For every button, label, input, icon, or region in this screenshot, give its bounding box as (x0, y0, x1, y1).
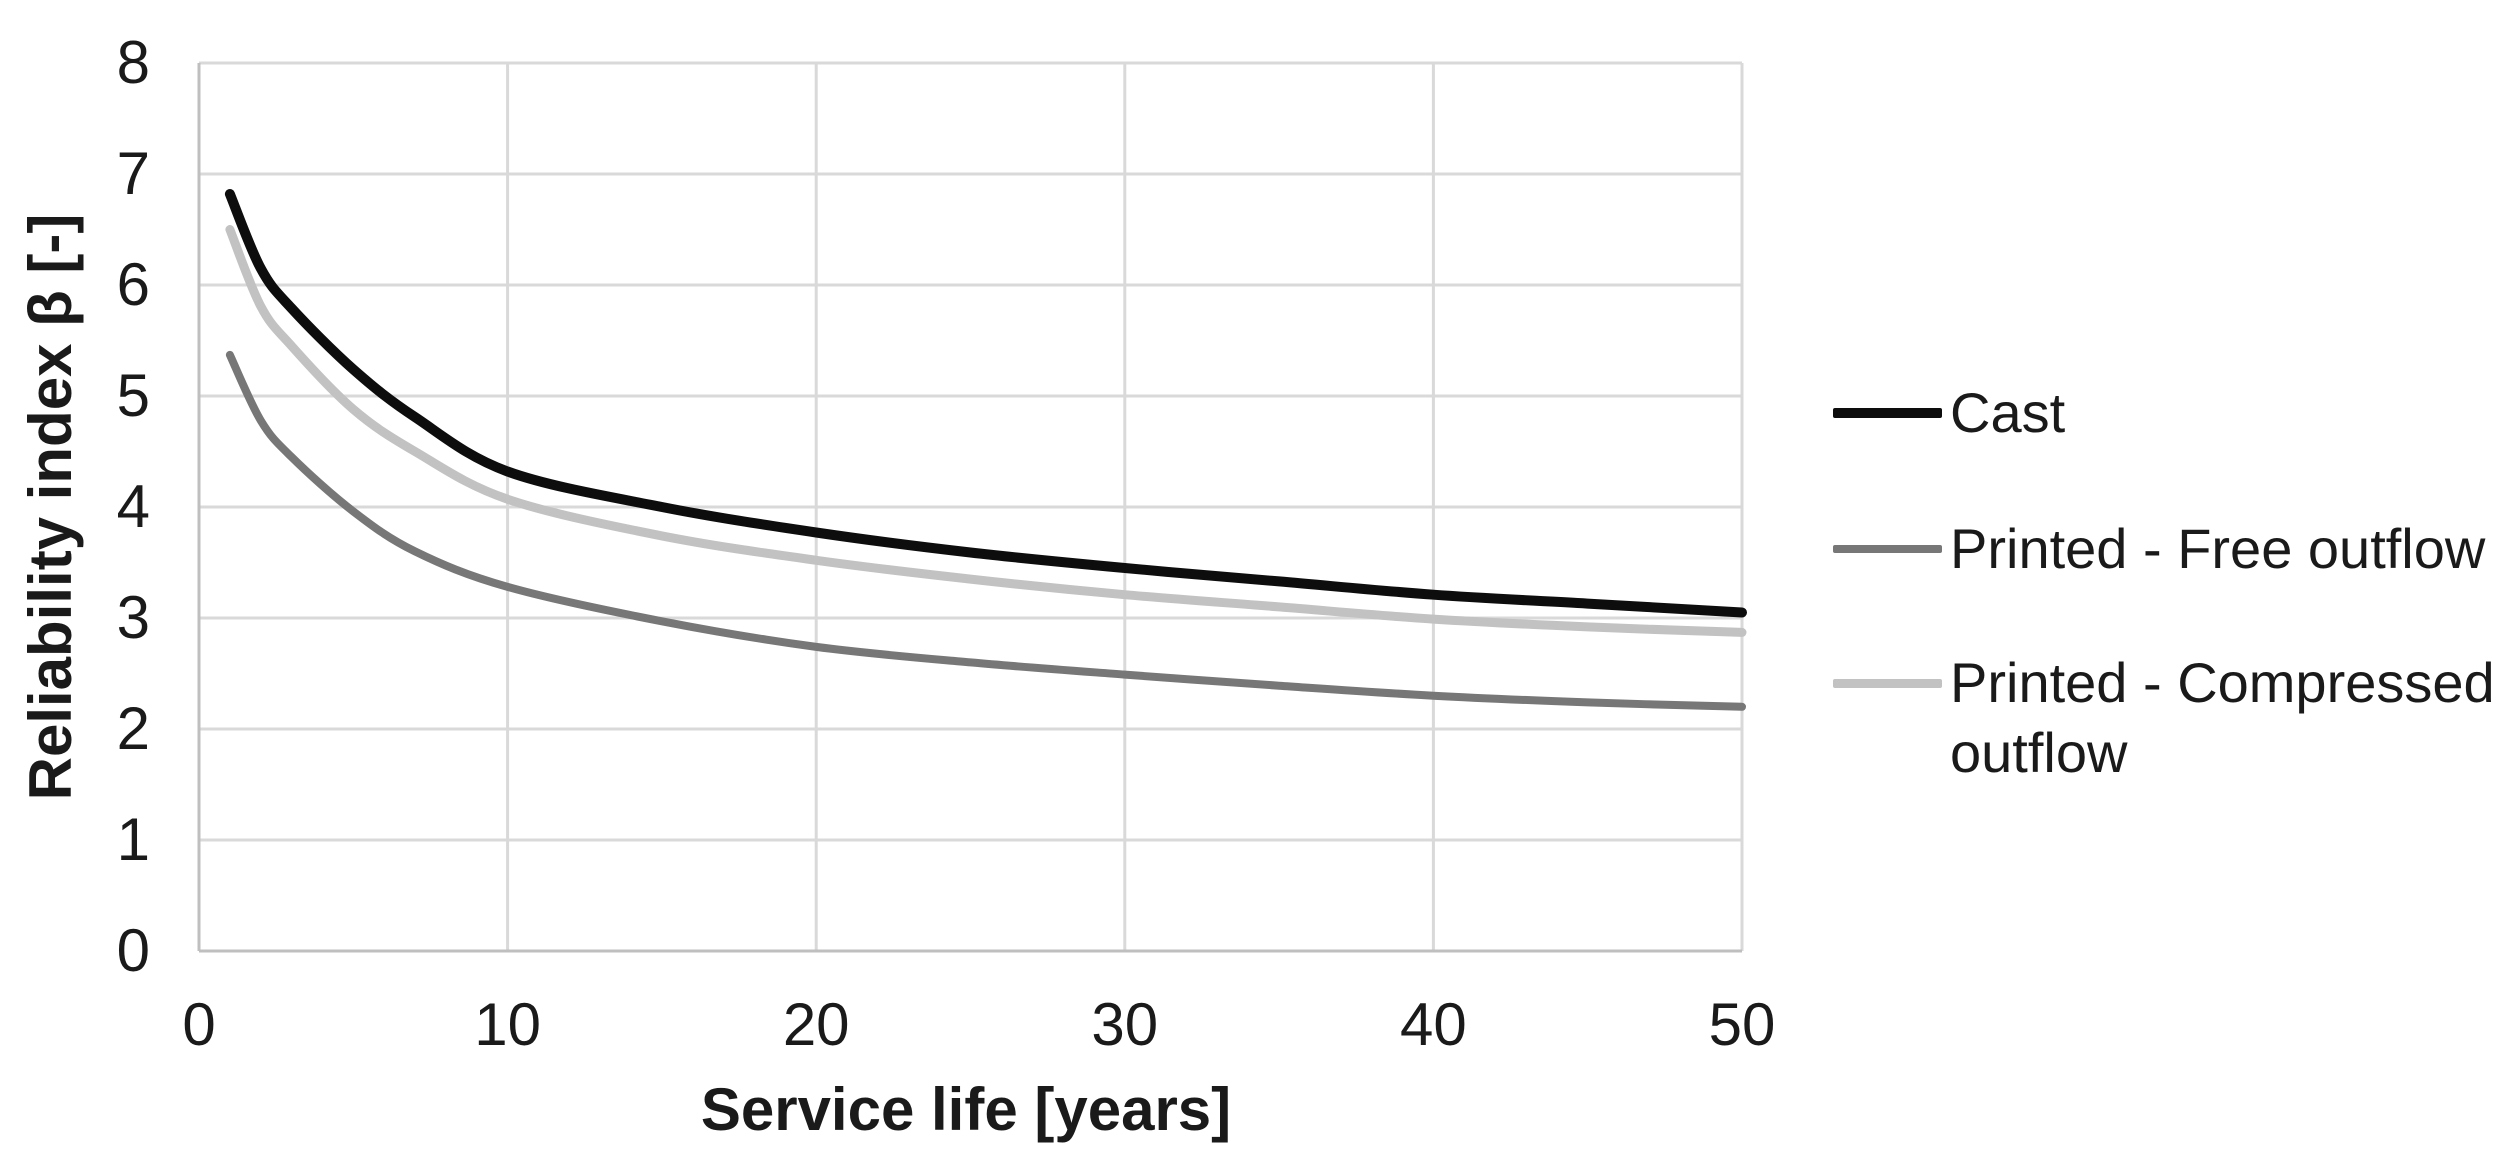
y-tick-label: 1 (116, 806, 150, 873)
x-tick-label: 40 (1400, 991, 1467, 1058)
x-tick-label: 10 (474, 991, 541, 1058)
x-tick-label: 50 (1708, 991, 1776, 1058)
y-tick-label: 6 (116, 251, 150, 318)
y-tick-label: 7 (116, 140, 150, 207)
y-tick-label: 2 (116, 695, 150, 762)
y-tick-label: 0 (116, 917, 150, 984)
legend-line-cast (1833, 408, 1942, 418)
x-axis-title: Service life [years] (700, 1076, 1232, 1143)
legend-line-printed-compressed-outflow (1833, 679, 1942, 688)
legend-label-cast: Cast (1950, 381, 2066, 444)
x-tick-label: 0 (182, 991, 216, 1058)
x-tick-label: 30 (1091, 991, 1159, 1058)
y-tick-label: 5 (116, 362, 150, 429)
legend-label-printed-compressed-outflow: Printed - Compressed outflow (1950, 651, 2494, 784)
y-tick-label: 3 (116, 584, 150, 651)
series-line-printed-compressed-outflow (225, 225, 1747, 637)
legend-line-printed-free-outflow (1833, 545, 1942, 553)
y-axis-title: Reliability index β [-] (17, 213, 84, 801)
x-tick-label: 20 (782, 991, 850, 1058)
series-line-cast (224, 189, 1747, 618)
legend-label-printed-free-outflow: Printed - Free outflow (1950, 517, 2486, 580)
y-tick-label: 4 (116, 473, 150, 540)
y-tick-label: 8 (116, 29, 150, 96)
series-line-printed-free-outflow (225, 350, 1746, 711)
